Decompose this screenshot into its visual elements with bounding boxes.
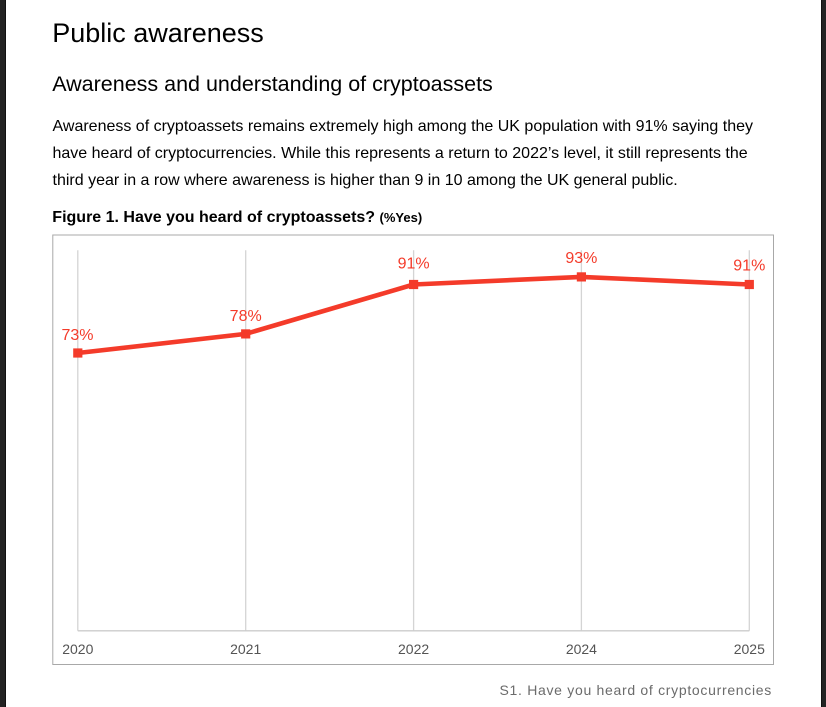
svg-text:2022: 2022 xyxy=(398,641,429,657)
svg-text:2025: 2025 xyxy=(734,641,765,657)
svg-text:78%: 78% xyxy=(230,308,262,325)
svg-text:91%: 91% xyxy=(733,257,765,274)
svg-text:73%: 73% xyxy=(61,327,93,344)
svg-text:91%: 91% xyxy=(398,255,430,272)
svg-text:2021: 2021 xyxy=(230,641,261,657)
svg-text:2020: 2020 xyxy=(62,641,93,657)
svg-text:93%: 93% xyxy=(565,250,597,267)
svg-text:2024: 2024 xyxy=(566,641,597,657)
